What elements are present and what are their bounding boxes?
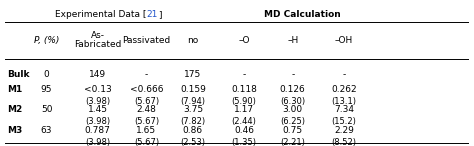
Text: no: no — [187, 36, 199, 45]
Text: 0.86: 0.86 — [183, 126, 203, 135]
Text: 1.65: 1.65 — [137, 126, 156, 135]
Text: <0.666: <0.666 — [130, 85, 163, 94]
Text: (2.53): (2.53) — [181, 138, 205, 146]
Text: (5.67): (5.67) — [134, 117, 159, 126]
Text: As-
Fabricated: As- Fabricated — [74, 31, 121, 49]
Text: 0.262: 0.262 — [331, 85, 356, 94]
Text: 0.126: 0.126 — [280, 85, 306, 94]
Text: 95: 95 — [41, 85, 52, 94]
Text: 1.17: 1.17 — [234, 105, 254, 114]
Text: 2.48: 2.48 — [137, 105, 156, 114]
Text: 63: 63 — [41, 126, 52, 135]
Text: MD Calculation: MD Calculation — [264, 10, 340, 19]
Text: M2: M2 — [7, 105, 22, 114]
Text: (7.82): (7.82) — [180, 117, 205, 126]
Text: (6.25): (6.25) — [280, 117, 305, 126]
Text: (6.30): (6.30) — [280, 97, 305, 106]
Text: (3.98): (3.98) — [85, 138, 110, 146]
Text: (2.44): (2.44) — [231, 117, 256, 126]
Text: (7.94): (7.94) — [181, 97, 205, 106]
Text: 0.787: 0.787 — [85, 126, 110, 135]
Text: M3: M3 — [7, 126, 22, 135]
Text: 0.159: 0.159 — [180, 85, 206, 94]
Text: ]: ] — [158, 10, 162, 19]
Text: 7.34: 7.34 — [334, 105, 354, 114]
Text: P, (%): P, (%) — [34, 36, 59, 45]
Text: (5.67): (5.67) — [134, 138, 159, 146]
Text: -: - — [342, 70, 346, 79]
Text: (1.35): (1.35) — [231, 138, 256, 146]
Text: 175: 175 — [184, 70, 201, 79]
Text: 3.75: 3.75 — [183, 105, 203, 114]
Text: (3.98): (3.98) — [85, 117, 110, 126]
Text: 3.00: 3.00 — [283, 105, 303, 114]
Text: 50: 50 — [41, 105, 52, 114]
Text: 0.118: 0.118 — [231, 85, 257, 94]
Text: (5.67): (5.67) — [134, 97, 159, 106]
Text: 0.46: 0.46 — [234, 126, 254, 135]
Text: (3.98): (3.98) — [85, 97, 110, 106]
Text: (8.52): (8.52) — [331, 138, 356, 146]
Text: (15.2): (15.2) — [331, 117, 356, 126]
Text: Experimental Data [: Experimental Data [ — [55, 10, 146, 19]
Text: Passivated: Passivated — [122, 36, 171, 45]
Text: 2.29: 2.29 — [334, 126, 354, 135]
Text: M1: M1 — [7, 85, 22, 94]
Text: Bulk: Bulk — [7, 70, 29, 79]
Text: -: - — [242, 70, 246, 79]
Text: –O: –O — [238, 36, 250, 45]
Text: (2.21): (2.21) — [280, 138, 305, 146]
Text: –OH: –OH — [335, 36, 353, 45]
Text: (5.90): (5.90) — [231, 97, 256, 106]
Text: 21: 21 — [146, 10, 158, 19]
Text: 0: 0 — [44, 70, 49, 79]
Text: <0.13: <0.13 — [84, 85, 111, 94]
Text: -: - — [145, 70, 148, 79]
Text: 149: 149 — [89, 70, 106, 79]
Text: –H: –H — [287, 36, 298, 45]
Text: -: - — [291, 70, 294, 79]
Text: 0.75: 0.75 — [283, 126, 303, 135]
Text: (13.1): (13.1) — [331, 97, 356, 106]
Text: 1.45: 1.45 — [88, 105, 108, 114]
